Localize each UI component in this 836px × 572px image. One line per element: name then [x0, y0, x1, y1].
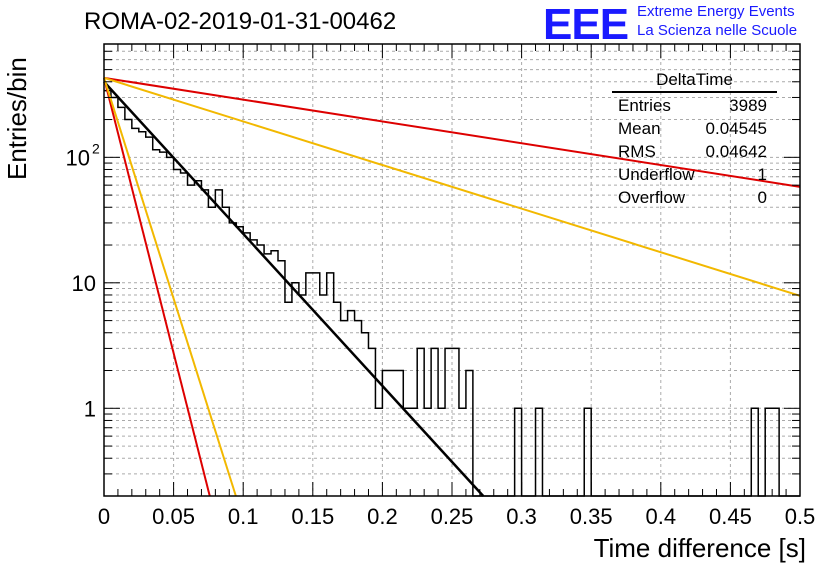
stats-label: Underflow: [618, 165, 695, 184]
stats-row: Entries 3989: [612, 94, 777, 117]
y-tick-label-exponent: 2: [92, 140, 100, 156]
fit-curve: [103, 76, 801, 297]
x-tick-label: 0.25: [431, 504, 474, 529]
x-tick-label: 0.05: [152, 504, 195, 529]
fit-curve: [103, 80, 485, 497]
logo-text-line2: La Scienza nelle Scuole: [637, 22, 798, 39]
fit-curve: [103, 76, 801, 188]
y-tick-label: 1: [84, 396, 96, 421]
stats-label: Mean: [618, 119, 661, 138]
stats-title: DeltaTime: [612, 70, 777, 93]
x-tick-label: 0.3: [506, 504, 537, 529]
y-axis-label: Entries/bin: [2, 57, 32, 180]
y-tick-label: 10: [72, 271, 96, 296]
x-tick-label: 0.5: [785, 504, 816, 529]
x-tick-label: 0.35: [570, 504, 613, 529]
x-tick-label: 0.1: [228, 504, 259, 529]
x-tick-label: 0.15: [291, 504, 334, 529]
stats-label: Entries: [618, 96, 671, 115]
stats-value: 1: [757, 165, 767, 184]
stats-value: 0.04545: [705, 119, 767, 138]
y-tick-label: 10: [66, 145, 90, 170]
stats-row: RMS 0.04642: [612, 140, 777, 163]
stats-row: Overflow 0: [612, 186, 777, 209]
x-axis-label: Time difference [s]: [593, 533, 806, 563]
stats-label: Overflow: [618, 188, 686, 207]
x-tick-label: 0.4: [646, 504, 677, 529]
stats-label: RMS: [618, 142, 656, 161]
x-tick-label: 0.2: [367, 504, 398, 529]
stats-row: Mean 0.04545: [612, 117, 777, 140]
x-tick-label: 0.45: [709, 504, 752, 529]
x-tick-label: 0: [98, 504, 110, 529]
logo-text-line1: Extreme Energy Events: [637, 3, 795, 20]
fit-curve: [103, 77, 211, 497]
stats-value: 0: [757, 188, 767, 207]
stats-value: 3989: [729, 96, 767, 115]
eee-logo: EEE: [543, 0, 629, 49]
stats-value: 0.04642: [705, 142, 767, 161]
stats-box: DeltaTime Entries 3989 Mean 0.04545 RMS …: [612, 70, 777, 209]
fit-curve: [103, 77, 237, 497]
stats-row: Underflow 1: [612, 163, 777, 186]
chart-title: ROMA-02-2019-01-31-00462: [84, 8, 397, 35]
